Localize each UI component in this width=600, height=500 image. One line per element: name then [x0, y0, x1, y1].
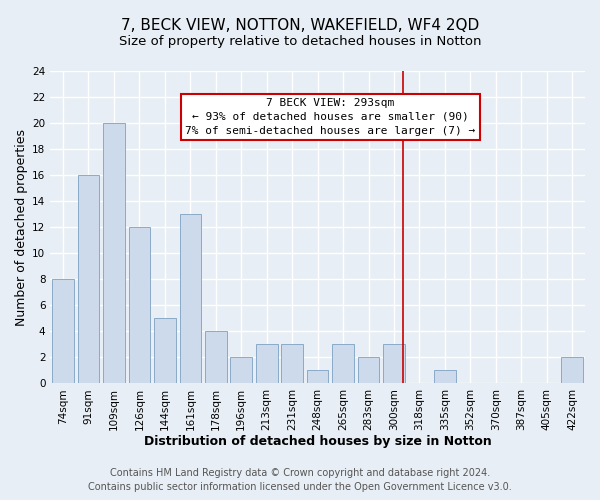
Bar [52, 280, 74, 384]
Y-axis label: Number of detached properties: Number of detached properties [15, 129, 28, 326]
Bar [281, 344, 303, 384]
Bar [179, 214, 201, 384]
Text: Contains HM Land Registry data © Crown copyright and database right 2024.
Contai: Contains HM Land Registry data © Crown c… [88, 468, 512, 492]
Bar [230, 358, 252, 384]
Bar [307, 370, 328, 384]
Bar [332, 344, 354, 384]
Text: 7 BECK VIEW: 293sqm
← 93% of detached houses are smaller (90)
7% of semi-detache: 7 BECK VIEW: 293sqm ← 93% of detached ho… [185, 98, 475, 136]
Bar [562, 358, 583, 384]
Bar [383, 344, 405, 384]
Bar [358, 358, 379, 384]
Bar [77, 176, 99, 384]
Bar [128, 228, 150, 384]
X-axis label: Distribution of detached houses by size in Notton: Distribution of detached houses by size … [144, 434, 491, 448]
Bar [434, 370, 456, 384]
Text: 7, BECK VIEW, NOTTON, WAKEFIELD, WF4 2QD: 7, BECK VIEW, NOTTON, WAKEFIELD, WF4 2QD [121, 18, 479, 32]
Text: Size of property relative to detached houses in Notton: Size of property relative to detached ho… [119, 35, 481, 48]
Bar [103, 124, 125, 384]
Bar [205, 332, 227, 384]
Bar [256, 344, 278, 384]
Bar [154, 318, 176, 384]
